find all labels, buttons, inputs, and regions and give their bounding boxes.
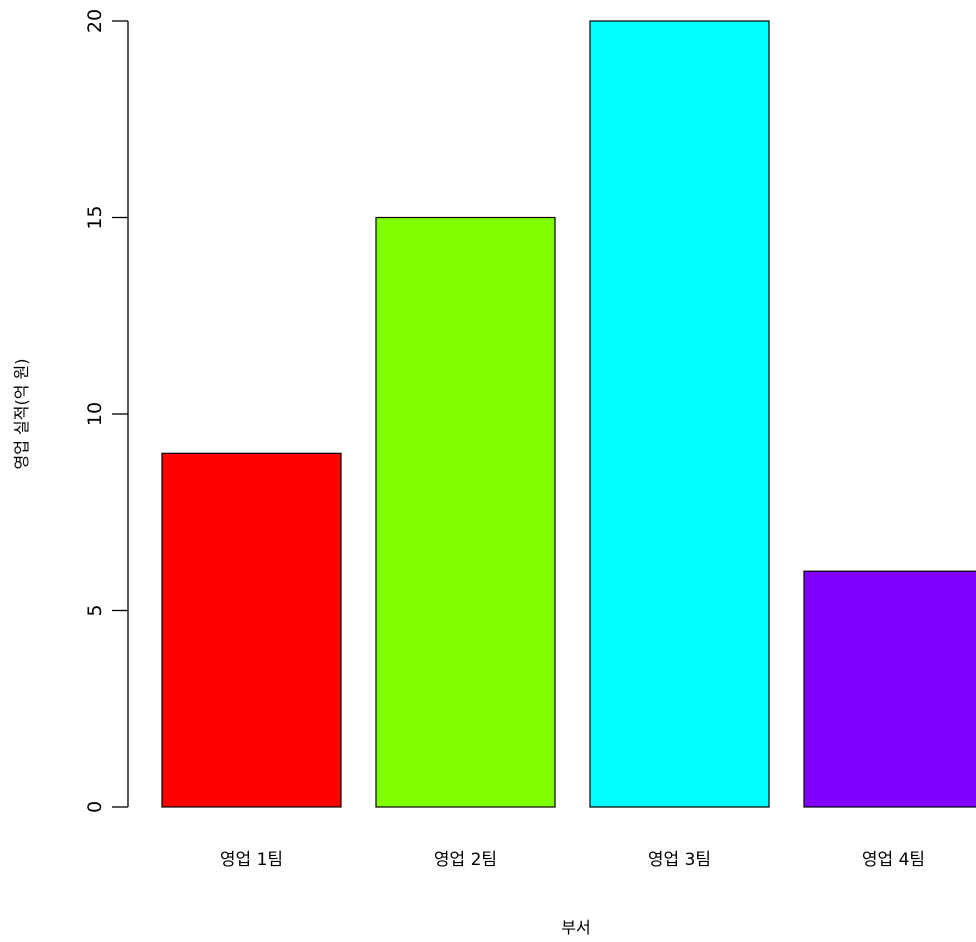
y-tick-label: 15 <box>84 205 106 229</box>
x-tick-labels: 영업 1팀 영업 2팀 영업 3팀 영업 4팀 <box>220 850 925 870</box>
y-tick-label: 0 <box>84 801 106 813</box>
x-tick-label: 영업 4팀 <box>862 850 925 870</box>
y-tick-label: 5 <box>84 604 106 616</box>
y-tick-label: 10 <box>84 402 106 426</box>
y-tick-label: 20 <box>84 9 106 33</box>
bars <box>161 20 976 808</box>
x-axis-label: 부서 <box>561 918 590 937</box>
y-axis-label: 영업 실적(억 원) <box>12 359 31 470</box>
bar <box>375 216 556 808</box>
x-tick-label: 영업 2팀 <box>434 850 497 870</box>
x-tick-label: 영업 1팀 <box>220 850 283 870</box>
y-axis: 0 5 10 15 20 <box>84 9 129 813</box>
bar <box>161 452 342 808</box>
bar <box>803 570 976 808</box>
bar <box>589 20 770 808</box>
x-tick-label: 영업 3팀 <box>648 850 711 870</box>
